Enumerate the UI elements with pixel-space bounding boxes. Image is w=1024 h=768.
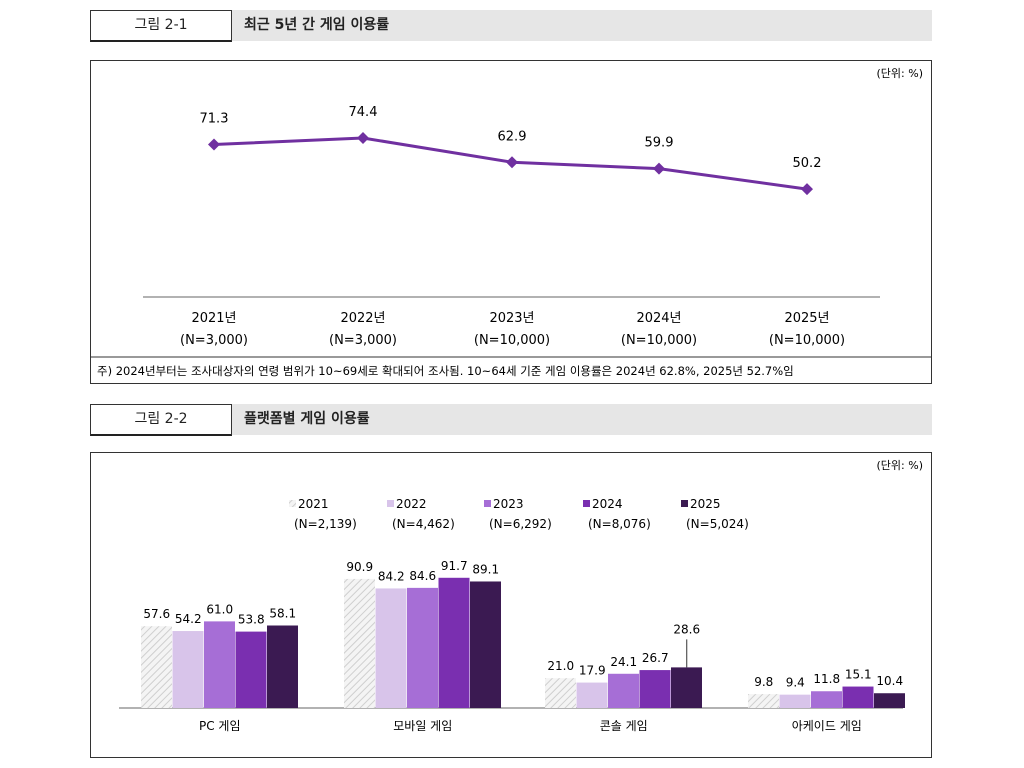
bar [141,626,172,708]
x-tick-sublabel: (N=3,000) [180,333,248,348]
footnote: 주) 2024년부터는 조사대상자의 연령 범위가 10~69세로 확대되어 조… [97,364,794,378]
data-label: 61.0 [206,602,233,616]
legend-sample: (N=8,076) [588,517,651,531]
bar [671,667,702,708]
x-tick-sublabel: (N=3,000) [329,333,397,348]
data-point [801,183,813,196]
data-point [506,156,518,169]
x-tick-label: 2021년 [191,311,236,326]
data-label: 54.2 [175,612,202,626]
legend-label: 2021 [298,497,329,511]
bar [842,686,874,708]
bar [407,587,438,708]
data-label: 89.1 [472,562,499,576]
data-label: 28.6 [673,622,700,636]
legend-swatch [681,500,688,507]
unit-label: (단위: %) [877,459,923,472]
bar [811,691,842,708]
data-label: 84.6 [409,569,436,583]
data-label: 58.1 [269,606,296,620]
data-label: 62.9 [498,129,527,144]
bar [204,621,235,708]
data-label: 17.9 [579,664,606,678]
figure2-title: 플랫폼별 게임 이용률 [232,404,932,435]
data-label: 74.4 [349,105,378,120]
data-label: 21.0 [547,659,574,673]
data-point [208,138,220,151]
figure1-header: 그림 2-1 최근 5년 간 게임 이용률 [90,10,932,42]
bar [779,694,811,708]
legend-swatch [387,500,394,507]
unit-label: (단위: %) [877,67,923,80]
data-label: 11.8 [813,672,840,686]
bar [438,577,470,708]
x-tick-label: 2025년 [784,311,829,326]
x-tick-label: 모바일 게임 [393,719,452,733]
data-label: 84.2 [378,569,405,583]
data-label: 90.9 [346,560,373,574]
data-label: 50.2 [793,156,822,171]
bar [545,678,576,708]
legend-sample: (N=4,462) [392,517,455,531]
x-tick-label: 2023년 [489,311,534,326]
x-tick-label: PC 게임 [199,719,241,733]
data-point [357,132,369,145]
legend-swatch [289,500,296,507]
x-tick-label: 2022년 [340,311,385,326]
figure2-chart-box: (단위: %) 2021 (N=2,139) 2022 (N=4,462) 2023 (N=… [90,452,932,758]
bar [344,578,375,708]
data-label: 53.8 [238,613,265,627]
data-label: 59.9 [645,136,674,151]
legend-swatch [484,500,491,507]
data-point [653,162,665,175]
legend-sample: (N=5,024) [686,517,749,531]
bar [576,682,608,708]
figure1-chart-box: (단위: %) 71.3 2021년 (N=3,000) 74.4 2022년 (N=3,0… [90,60,932,384]
bar [608,673,639,708]
x-tick-sublabel: (N=10,000) [621,333,697,348]
legend-label: 2025 [690,497,721,511]
x-tick-sublabel: (N=10,000) [474,333,550,348]
figure1-label: 그림 2-1 [90,10,232,42]
data-label: 10.4 [876,674,903,688]
legend-sample: (N=2,139) [294,517,357,531]
data-label: 15.1 [845,668,872,682]
x-tick-label: 아케이드 게임 [792,719,862,733]
x-tick-sublabel: (N=10,000) [769,333,845,348]
bar [172,631,204,708]
bar [375,588,407,708]
data-label: 71.3 [200,112,229,127]
figure1-title: 최근 5년 간 게임 이용률 [232,10,932,41]
data-label: 9.8 [754,675,773,689]
legend-label: 2022 [396,497,427,511]
x-tick-label: 2024년 [636,311,681,326]
bar [235,631,267,708]
data-label: 9.4 [786,676,805,690]
legend-sample: (N=6,292) [489,517,552,531]
bar [267,625,298,708]
bar [874,693,905,708]
line-chart: (단위: %) 71.3 2021년 (N=3,000) 74.4 2022년 (N=3,0… [91,67,931,378]
bar [470,581,501,708]
data-label: 24.1 [610,655,637,669]
data-label: 26.7 [642,651,669,665]
legend-label: 2023 [493,497,524,511]
bar-chart: (단위: %) 2021 (N=2,139) 2022 (N=4,462) 2023 (N=… [119,459,923,733]
bar [748,694,779,708]
data-label: 57.6 [143,607,170,621]
bar [639,670,671,708]
legend-swatch [583,500,590,507]
data-label: 91.7 [441,559,468,573]
figure2-header: 그림 2-2 플랫폼별 게임 이용률 [90,404,932,436]
x-tick-label: 콘솔 게임 [600,719,648,733]
legend-label: 2024 [592,497,623,511]
figure2-label: 그림 2-2 [90,404,232,436]
